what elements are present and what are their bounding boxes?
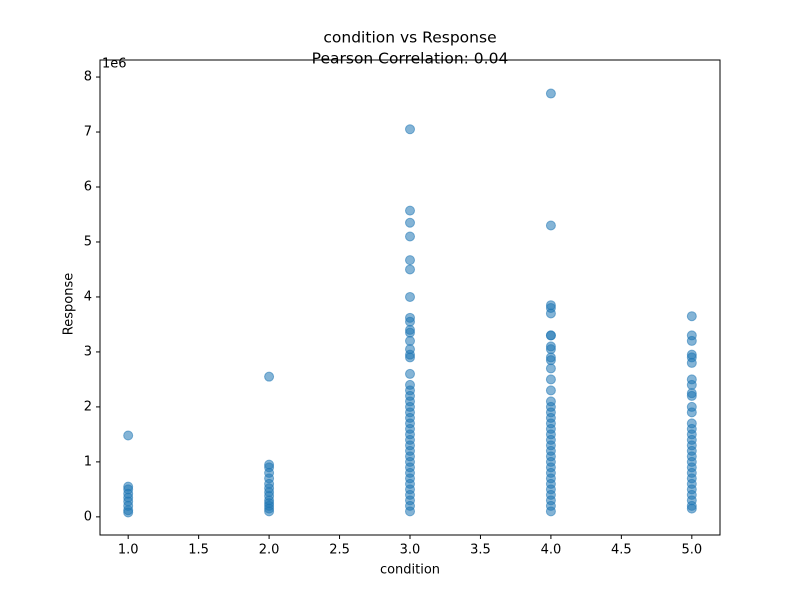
y-tick-label: 0 — [84, 509, 92, 524]
x-tick-label: 2.0 — [259, 543, 280, 558]
point — [405, 316, 415, 327]
y-tick-label: 5 — [84, 234, 92, 249]
x-tick-label: 1.5 — [188, 543, 209, 558]
point — [405, 506, 415, 517]
point — [264, 371, 275, 382]
y-axis-label: Response — [62, 273, 77, 335]
point — [545, 88, 556, 99]
point — [405, 205, 415, 216]
point — [686, 503, 697, 514]
point — [545, 344, 556, 355]
x-tick-label: 3.0 — [400, 543, 421, 558]
point — [405, 255, 415, 266]
point — [405, 217, 415, 228]
point — [405, 368, 415, 379]
y-tick-label: 1 — [84, 454, 92, 469]
point — [686, 335, 697, 346]
point — [545, 374, 556, 385]
chart-subtitle: Pearson Correlation: 0.04 — [312, 50, 509, 68]
point — [686, 390, 697, 401]
point — [686, 379, 697, 390]
x-tick-label: 2.5 — [329, 543, 350, 558]
point — [545, 363, 556, 374]
point — [545, 330, 556, 341]
x-tick-label: 4.0 — [541, 543, 562, 558]
point — [686, 311, 697, 322]
point — [545, 385, 556, 396]
y-tick-label: 6 — [84, 179, 92, 194]
x-tick-label: 4.5 — [611, 543, 632, 558]
chart-title: condition vs Response — [323, 29, 496, 47]
y-tick-label: 8 — [84, 70, 92, 85]
y-tick-label: 3 — [84, 344, 92, 359]
x-tick-label: 5.0 — [681, 543, 702, 558]
point — [545, 506, 556, 517]
x-axis-label: condition — [380, 563, 440, 578]
point — [123, 430, 134, 441]
plot-frame — [99, 59, 721, 536]
point — [686, 407, 697, 418]
point — [405, 327, 415, 338]
point — [405, 231, 415, 242]
point — [405, 335, 415, 346]
point — [405, 264, 415, 275]
point — [545, 220, 556, 231]
point — [405, 124, 415, 135]
point — [686, 357, 697, 368]
point — [405, 291, 415, 302]
y-tick-label: 2 — [84, 399, 92, 414]
x-tick-label: 3.5 — [470, 543, 491, 558]
point — [405, 352, 415, 363]
y-offset-label: 1e6 — [102, 57, 127, 72]
point — [545, 355, 556, 366]
point — [264, 506, 275, 517]
x-tick-label: 1.0 — [118, 543, 139, 558]
point — [123, 507, 134, 518]
y-tick-label: 4 — [84, 289, 92, 304]
y-tick-label: 7 — [84, 125, 92, 140]
point — [545, 308, 556, 319]
